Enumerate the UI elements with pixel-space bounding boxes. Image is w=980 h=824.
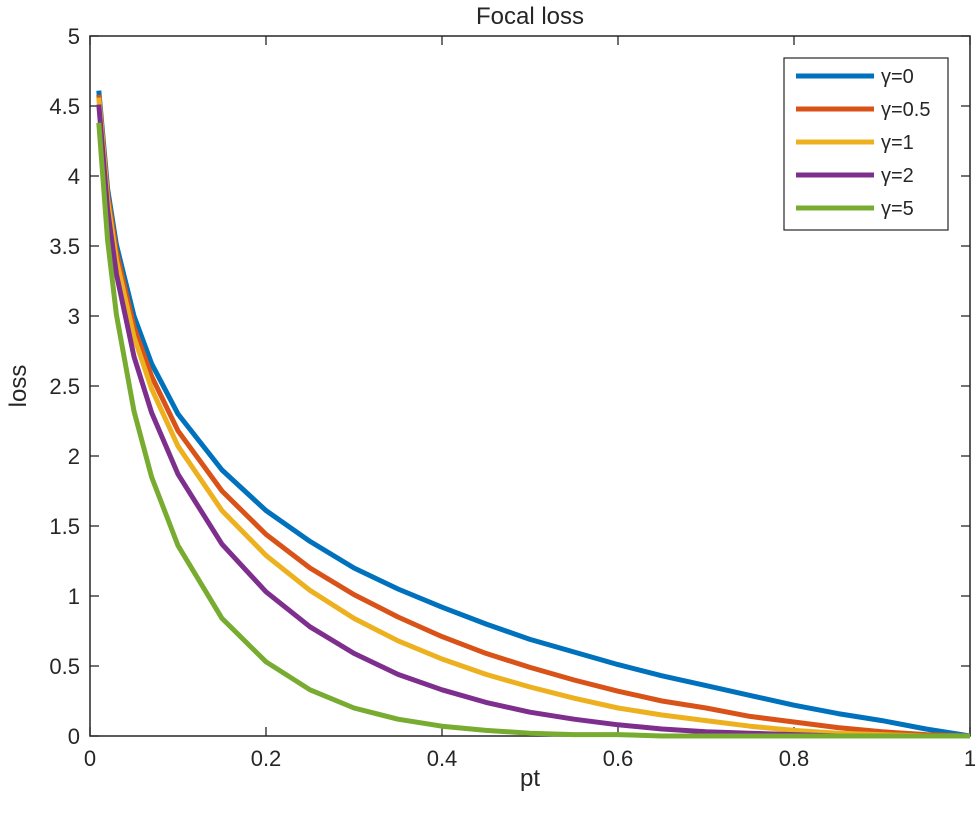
- x-axis: 0 0.2 0.4 0.6 0.8 1: [84, 36, 976, 771]
- x-axis-title: pt: [520, 765, 540, 792]
- series-line-1: [96, 94, 971, 739]
- y-tick-label: 1: [68, 584, 80, 609]
- x-tick-label: 1: [964, 746, 976, 771]
- legend-label: γ=0.5: [881, 99, 930, 121]
- y-tick-label: 0: [68, 724, 80, 749]
- y-tick-label: 4.5: [49, 94, 80, 119]
- y-axis-title: loss: [5, 365, 32, 408]
- x-tick-label: 0.2: [251, 746, 282, 771]
- y-tick-label: 4: [68, 164, 80, 189]
- series-line-0: [96, 90, 971, 739]
- x-tick-label: 0.6: [603, 746, 634, 771]
- y-tick-label: 2.5: [49, 374, 80, 399]
- legend-label: γ=0: [881, 66, 914, 88]
- legend-label: γ=1: [881, 132, 914, 154]
- legend: γ=0 γ=0.5 γ=1 γ=2 γ=5: [783, 57, 949, 231]
- y-axis: 0 0.5 1 1.5 2 2.5 3 3.5 4 4.5 5: [49, 24, 970, 749]
- chart-title: Focal loss: [476, 3, 584, 30]
- y-tick-label: 3: [68, 304, 80, 329]
- x-tick-label: 0.8: [779, 746, 810, 771]
- y-tick-label: 3.5: [49, 234, 80, 259]
- y-tick-label: 1.5: [49, 514, 80, 539]
- series-line-2: [96, 97, 970, 739]
- series-lines: [96, 90, 971, 739]
- legend-label: γ=5: [881, 198, 914, 220]
- legend-label: γ=2: [881, 165, 914, 187]
- y-tick-label: 0.5: [49, 654, 80, 679]
- series-line-4: [96, 122, 970, 739]
- y-tick-label: 2: [68, 444, 80, 469]
- x-tick-label: 0.4: [427, 746, 458, 771]
- y-tick-label: 5: [68, 24, 80, 49]
- x-tick-label: 0: [84, 746, 96, 771]
